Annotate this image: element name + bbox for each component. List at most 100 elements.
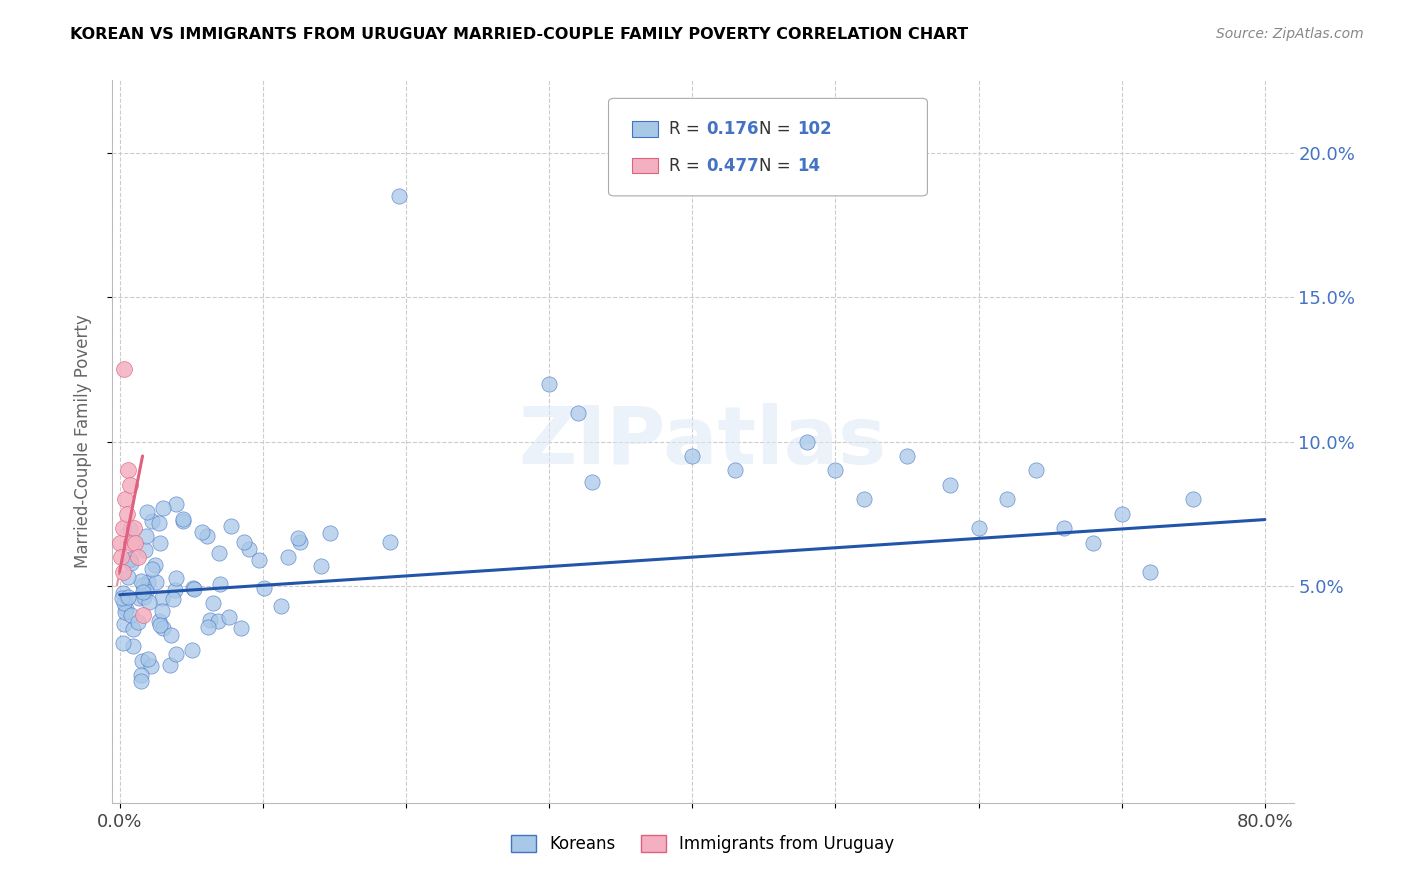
Point bbox=[232, 535, 254, 549]
Point bbox=[117, 570, 139, 584]
Point bbox=[117, 463, 139, 477]
Point bbox=[229, 621, 252, 635]
Point bbox=[136, 652, 159, 666]
FancyBboxPatch shape bbox=[633, 121, 658, 137]
Text: 102: 102 bbox=[797, 120, 832, 138]
Point bbox=[165, 571, 187, 585]
Point bbox=[110, 550, 132, 565]
Point bbox=[118, 478, 141, 492]
Point bbox=[122, 622, 145, 636]
Point bbox=[149, 618, 172, 632]
Point bbox=[136, 575, 159, 590]
Point bbox=[111, 591, 134, 605]
Point bbox=[198, 613, 221, 627]
Text: Source: ZipAtlas.com: Source: ZipAtlas.com bbox=[1216, 27, 1364, 41]
Point bbox=[995, 492, 1018, 507]
Point bbox=[270, 599, 292, 614]
Point bbox=[141, 562, 163, 576]
Point bbox=[108, 535, 131, 549]
Point bbox=[131, 607, 153, 622]
Point bbox=[118, 551, 141, 566]
Point bbox=[253, 581, 276, 595]
Point bbox=[219, 519, 242, 533]
Point bbox=[172, 512, 194, 526]
Point bbox=[681, 449, 703, 463]
Point bbox=[120, 535, 142, 549]
Point bbox=[150, 604, 173, 618]
Point bbox=[288, 534, 311, 549]
Point bbox=[1111, 507, 1133, 521]
Text: N =: N = bbox=[758, 120, 796, 138]
Point bbox=[724, 463, 747, 477]
Point bbox=[197, 619, 219, 633]
Point bbox=[127, 550, 149, 565]
Point bbox=[127, 615, 149, 629]
Text: 0.176: 0.176 bbox=[707, 120, 759, 138]
Point bbox=[148, 614, 170, 628]
Text: 0.477: 0.477 bbox=[707, 156, 759, 175]
Point bbox=[131, 668, 153, 682]
Point bbox=[112, 617, 135, 632]
Point bbox=[132, 585, 155, 599]
Point bbox=[129, 574, 152, 588]
Point bbox=[145, 575, 167, 590]
Point bbox=[135, 584, 157, 599]
Text: ZIPatlas: ZIPatlas bbox=[519, 402, 887, 481]
Point bbox=[939, 478, 962, 492]
Point bbox=[115, 507, 138, 521]
Point bbox=[238, 542, 260, 557]
Point bbox=[134, 590, 156, 604]
Point bbox=[124, 535, 146, 549]
Point bbox=[202, 596, 225, 610]
Point bbox=[172, 514, 194, 528]
Point bbox=[118, 553, 141, 567]
Point bbox=[319, 525, 342, 540]
Point bbox=[150, 591, 173, 605]
Point bbox=[208, 546, 231, 560]
Point bbox=[853, 492, 876, 507]
Point bbox=[165, 647, 187, 661]
Text: N =: N = bbox=[758, 156, 796, 175]
Point bbox=[247, 553, 270, 567]
Point bbox=[112, 586, 135, 600]
Point bbox=[136, 505, 159, 519]
Point bbox=[165, 497, 187, 511]
Point bbox=[896, 449, 918, 463]
Point bbox=[152, 622, 174, 636]
Point bbox=[208, 577, 231, 591]
Point bbox=[114, 492, 136, 507]
Point bbox=[148, 516, 170, 531]
Point bbox=[181, 581, 204, 595]
Point bbox=[120, 522, 142, 536]
Point bbox=[824, 463, 846, 477]
Point bbox=[135, 529, 157, 543]
Point bbox=[117, 590, 139, 604]
Point bbox=[1081, 535, 1104, 549]
Point bbox=[122, 521, 145, 535]
Point bbox=[309, 558, 332, 573]
Point bbox=[131, 654, 153, 668]
Point bbox=[132, 577, 155, 591]
Point bbox=[111, 565, 134, 579]
Point bbox=[967, 521, 990, 535]
Point bbox=[122, 640, 145, 654]
Point bbox=[112, 596, 135, 610]
Point bbox=[388, 189, 411, 203]
Point bbox=[149, 536, 172, 550]
Text: R =: R = bbox=[669, 120, 704, 138]
Point bbox=[218, 609, 240, 624]
Point bbox=[796, 434, 818, 449]
Point bbox=[567, 406, 589, 420]
Point bbox=[1139, 565, 1161, 579]
Point bbox=[160, 628, 183, 642]
Point bbox=[183, 582, 205, 597]
Point bbox=[378, 534, 401, 549]
Point bbox=[162, 592, 184, 607]
Point bbox=[1025, 463, 1047, 477]
Point bbox=[207, 614, 229, 628]
Point bbox=[114, 605, 136, 619]
Point bbox=[181, 643, 204, 657]
Point bbox=[538, 376, 561, 391]
Point bbox=[112, 362, 135, 376]
Point bbox=[159, 657, 181, 672]
